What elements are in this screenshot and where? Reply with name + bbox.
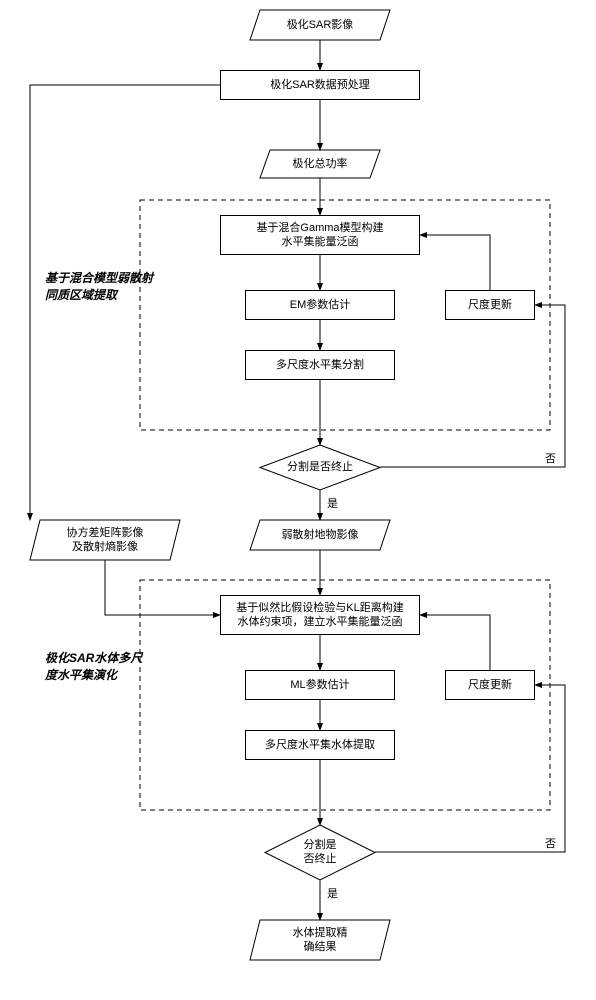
n6: 多尺度水平集分割 bbox=[245, 350, 395, 380]
node-text: 弱散射地物影像 bbox=[282, 528, 359, 542]
n3-label: 极化总功率 bbox=[260, 150, 380, 178]
node-text: 水体提取精确结果 bbox=[293, 926, 348, 955]
node-text: EM参数估计 bbox=[290, 298, 351, 312]
edge-label-14: 否 bbox=[545, 835, 556, 851]
node-text: 基于混合Gamma模型构建水平集能量泛函 bbox=[256, 221, 383, 250]
node-text: 极化SAR影像 bbox=[287, 18, 354, 32]
g1label: 基于混合模型弱散射同质区域提取 bbox=[45, 270, 153, 304]
node-text: 尺度更新 bbox=[468, 678, 512, 692]
node-text: 分割是否终止 bbox=[304, 839, 337, 865]
n1-label: 极化SAR影像 bbox=[250, 10, 390, 40]
n7: 尺度更新 bbox=[445, 290, 535, 320]
node-text: ML参数估计 bbox=[290, 678, 349, 692]
n8-label: 弱散射地物影像 bbox=[250, 520, 390, 550]
n14-label: 水体提取精确结果 bbox=[250, 920, 390, 960]
edge-label-12: 否 bbox=[545, 450, 556, 466]
n4: 基于混合Gamma模型构建水平集能量泛函 bbox=[220, 215, 420, 255]
d2-label: 分割是否终止 bbox=[265, 825, 375, 880]
node-text: 分割是否终止 bbox=[287, 461, 353, 474]
n11: ML参数估计 bbox=[245, 670, 395, 700]
d1-label: 分割是否终止 bbox=[260, 445, 380, 490]
node-text: 极化总功率 bbox=[293, 157, 348, 171]
edge-label-11: 是 bbox=[327, 885, 338, 901]
edge-label-6: 是 bbox=[327, 495, 338, 511]
node-text: 基于似然比假设检验与KL距离构建水体约束项，建立水平集能量泛函 bbox=[236, 601, 403, 630]
n12: 多尺度水平集水体提取 bbox=[245, 730, 395, 760]
node-text: 多尺度水平集水体提取 bbox=[265, 738, 375, 752]
n13: 尺度更新 bbox=[445, 670, 535, 700]
node-text: 极化SAR数据预处理 bbox=[270, 78, 370, 92]
node-text: 尺度更新 bbox=[468, 298, 512, 312]
n10: 基于似然比假设检验与KL距离构建水体约束项，建立水平集能量泛函 bbox=[220, 595, 420, 635]
n9-label: 协方差矩阵影像及散射熵影像 bbox=[30, 520, 180, 560]
n5: EM参数估计 bbox=[245, 290, 395, 320]
g2label: 极化SAR水体多尺度水平集演化 bbox=[45, 650, 142, 684]
node-text: 多尺度水平集分割 bbox=[276, 358, 364, 372]
n2: 极化SAR数据预处理 bbox=[220, 70, 420, 100]
group-label-text: 极化SAR水体多尺度水平集演化 bbox=[45, 651, 142, 682]
node-text: 协方差矩阵影像及散射熵影像 bbox=[67, 526, 144, 555]
group-label-text: 基于混合模型弱散射同质区域提取 bbox=[45, 271, 153, 302]
